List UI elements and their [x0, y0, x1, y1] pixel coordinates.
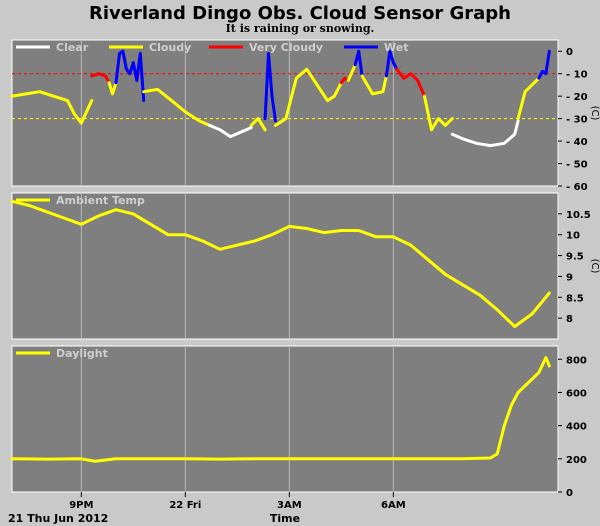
plot-area [12, 346, 558, 492]
series-line [263, 52, 277, 123]
chart-subtitle: It is raining or snowing. [226, 22, 375, 35]
plot-area [12, 40, 558, 186]
daylight-panel: 800 600 400 200 0 Daylight [10, 345, 587, 499]
y-tick-label: 10 [566, 231, 580, 242]
plot-frame [11, 345, 559, 493]
legend-label: Cloudy [149, 41, 191, 54]
series-line [142, 87, 212, 127]
legend-label: Very Cloudy [249, 41, 323, 54]
plot-area [12, 193, 558, 339]
cloud-panel: 0 - 10 - 20 - 30 - 40 - 50 - 60 (C) Clear Cloudy V… [10, 39, 600, 193]
series-line [384, 49, 399, 78]
series-line [114, 49, 146, 103]
y-tick-label: 400 [566, 422, 587, 433]
series-line [353, 49, 364, 78]
y-unit-label: (C) [589, 259, 600, 274]
series-line [90, 72, 111, 85]
y-tick-label: 800 [566, 355, 587, 366]
y-tick-label: - 10 [566, 70, 588, 81]
series-line [107, 81, 118, 96]
series-line [516, 76, 541, 121]
series-line [274, 67, 343, 127]
y-tick-label: 9.5 [566, 252, 584, 263]
series-line [208, 123, 253, 139]
y-tick-label: - 30 [566, 115, 588, 126]
x-tick-label: 3AM [277, 500, 302, 511]
y-tick-label: 0 [566, 488, 573, 499]
y-tick-label: 8 [566, 314, 573, 325]
ambient-panel: 10.5 10 9.5 9 8.5 8 (C) Ambient Temp [10, 192, 600, 340]
x-tick-label: 22 Fri [169, 500, 201, 511]
series-line [423, 94, 454, 132]
series-line [537, 49, 551, 80]
plot-frame [11, 39, 559, 187]
legend-label: Clear [56, 41, 89, 54]
y-tick-label: - 20 [566, 92, 588, 103]
chart-title: Riverland Dingo Obs. Cloud Sensor Graph [89, 3, 511, 24]
y-tick-label: 10.5 [566, 210, 591, 221]
x-axis: 9PM 22 Fri 3AM 6AM [69, 492, 406, 511]
legend-label: Ambient Temp [56, 194, 145, 207]
y-tick-label: 600 [566, 388, 587, 399]
x-tick-label: 6AM [381, 500, 406, 511]
x-axis-title: Time [270, 512, 300, 525]
series-line [249, 117, 267, 132]
y-tick-label: - 40 [566, 137, 588, 148]
x-axis-date-label: 21 Thu Jun 2012 [8, 512, 108, 525]
y-tick-label: 200 [566, 455, 587, 466]
legend-label: Daylight [56, 347, 108, 360]
legend-label: Wet [384, 41, 408, 54]
series-line [346, 63, 357, 82]
y-unit-label: (C) [589, 106, 600, 121]
y-tick-label: - 60 [566, 182, 588, 193]
series-line [395, 67, 426, 98]
series-line [10, 356, 551, 463]
y-tick-label: 9 [566, 272, 573, 283]
series-line [450, 119, 520, 148]
series-line [360, 74, 388, 96]
y-tick-label: - 50 [566, 160, 588, 171]
series-line [10, 90, 94, 125]
series-line [10, 199, 551, 328]
plot-frame [11, 192, 559, 340]
x-tick-label: 9PM [69, 500, 93, 511]
y-tick-label: 0 [566, 47, 573, 58]
y-tick-label: 8.5 [566, 293, 584, 304]
